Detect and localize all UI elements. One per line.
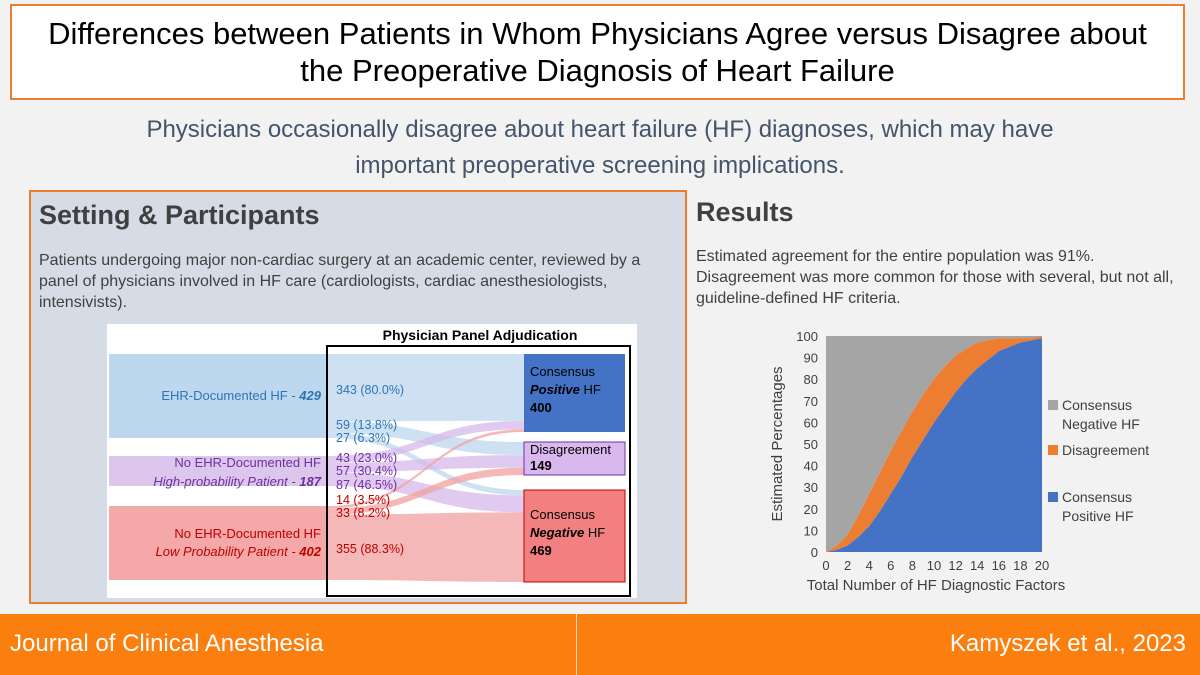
sankey-flow-label: 57 (30.4%) (336, 464, 397, 478)
sankey-source-label: EHR-Documented HF - 429 (161, 388, 321, 403)
sankey-target-node (523, 441, 626, 476)
legend-label: Positive HF (1062, 508, 1134, 524)
y-tick-label: 80 (804, 372, 818, 387)
y-tick-label: 10 (804, 523, 818, 538)
sankey-flow-label: 59 (13.8%) (336, 418, 397, 432)
footer-divider (576, 614, 577, 675)
sankey-flow-label: 355 (88.3%) (336, 542, 404, 556)
sankey-flow (327, 429, 524, 509)
sankey-flow-label: 87 (46.5%) (336, 478, 397, 492)
area-series (826, 338, 1042, 552)
y-tick-label: 100 (796, 329, 818, 344)
sankey-flow-label: 27 (6.3%) (336, 431, 390, 445)
x-tick-label: 16 (992, 558, 1006, 573)
x-tick-label: 8 (909, 558, 916, 573)
sankey-target-sublabel: Negative HF (530, 525, 605, 540)
sankey-target-label: Consensus (530, 507, 596, 522)
journal-name: Journal of Clinical Anesthesia (10, 630, 324, 657)
y-axis-label: Estimated Percentages (769, 366, 786, 521)
sankey-flow (327, 354, 524, 422)
subtitle-line-2: important preoperative screening implica… (355, 152, 845, 179)
y-tick-label: 30 (804, 480, 818, 495)
y-tick-label: 70 (804, 394, 818, 409)
subtitle: Physicians occasionally disagree about h… (60, 112, 1140, 184)
x-tick-label: 6 (887, 558, 894, 573)
sankey-source-sublabel: Low Probability Patient - 402 (156, 544, 322, 559)
legend-label: Consensus (1062, 397, 1132, 413)
sankey-target-count: 469 (530, 543, 552, 558)
title-line-2: the Preoperative Diagnosis of Heart Fail… (300, 53, 895, 88)
x-tick-label: 4 (866, 558, 873, 573)
sankey-flow (327, 420, 524, 463)
sankey-target-sublabel: Positive HF (530, 382, 601, 397)
setting-heading: Setting & Participants (39, 200, 320, 230)
sankey-source-label: No EHR-Documented HF (174, 455, 321, 470)
legend-label: Disagreement (1062, 442, 1149, 458)
sankey-flow (327, 421, 524, 456)
sankey-flow (327, 512, 524, 582)
sankey-flow (327, 455, 524, 473)
y-tick-label: 90 (804, 351, 818, 366)
x-axis-label: Total Number of HF Diagnostic Factors (807, 577, 1065, 594)
sankey-source-sublabel: High-probability Patient - 187 (153, 474, 321, 489)
results-body: Estimated agreement for the entire popul… (696, 248, 1174, 307)
x-tick-label: 0 (822, 558, 829, 573)
sankey-source-label: No EHR-Documented HF (174, 526, 321, 541)
sankey-target-count: 149 (530, 458, 552, 473)
x-tick-label: 10 (927, 558, 941, 573)
x-tick-label: 20 (1035, 558, 1049, 573)
legend-label: Consensus (1062, 489, 1132, 505)
sankey-flow (327, 467, 524, 515)
y-tick-label: 50 (804, 437, 818, 452)
sankey-flow-label: 43 (23.0%) (336, 451, 397, 465)
footer: Journal of Clinical Anesthesia Kamyszek … (0, 614, 1200, 675)
sankey-target-count: 400 (530, 400, 552, 415)
title-box: Differences between Patients in Whom Phy… (10, 4, 1185, 100)
legend-swatch (1048, 445, 1058, 455)
y-tick-label: 60 (804, 415, 818, 430)
sankey-flow-label: 14 (3.5%) (336, 493, 390, 507)
results-heading: Results (696, 197, 794, 227)
y-tick-label: 40 (804, 459, 818, 474)
panel-frame (326, 345, 631, 597)
y-tick-label: 20 (804, 502, 818, 517)
area-series (826, 336, 1042, 552)
area-series (826, 336, 1042, 552)
sankey-title: Physician Panel Adjudication (383, 327, 578, 343)
subtitle-line-1: Physicians occasionally disagree about h… (146, 116, 1054, 143)
sankey-target-node (524, 354, 625, 432)
legend-swatch (1048, 400, 1058, 410)
x-tick-label: 2 (844, 558, 851, 573)
sankey-flow-label: 343 (80.0%) (336, 383, 404, 397)
sankey-target-label: Consensus (530, 364, 596, 379)
legend-label: Negative HF (1062, 416, 1140, 432)
sankey-target-label: Disagreement (530, 442, 611, 457)
citation: Kamyszek et al., 2023 (949, 630, 1186, 657)
sankey-diagram: Physician Panel Adjudication EHR-Document… (107, 324, 637, 598)
legend-swatch (1048, 492, 1058, 502)
sankey-flow-label: 33 (8.2%) (336, 506, 390, 520)
setting-body: Patients undergoing major non-cardiac su… (39, 252, 641, 311)
x-tick-label: 12 (948, 558, 962, 573)
sankey-target-node (523, 489, 626, 583)
sankey-source-node (109, 456, 327, 486)
sankey-source-node (109, 506, 327, 580)
y-tick-label: 0 (811, 545, 818, 560)
sankey-source-node (109, 354, 327, 438)
x-tick-label: 18 (1013, 558, 1027, 573)
title-line-1: Differences between Patients in Whom Phy… (48, 16, 1147, 51)
x-tick-label: 14 (970, 558, 984, 573)
